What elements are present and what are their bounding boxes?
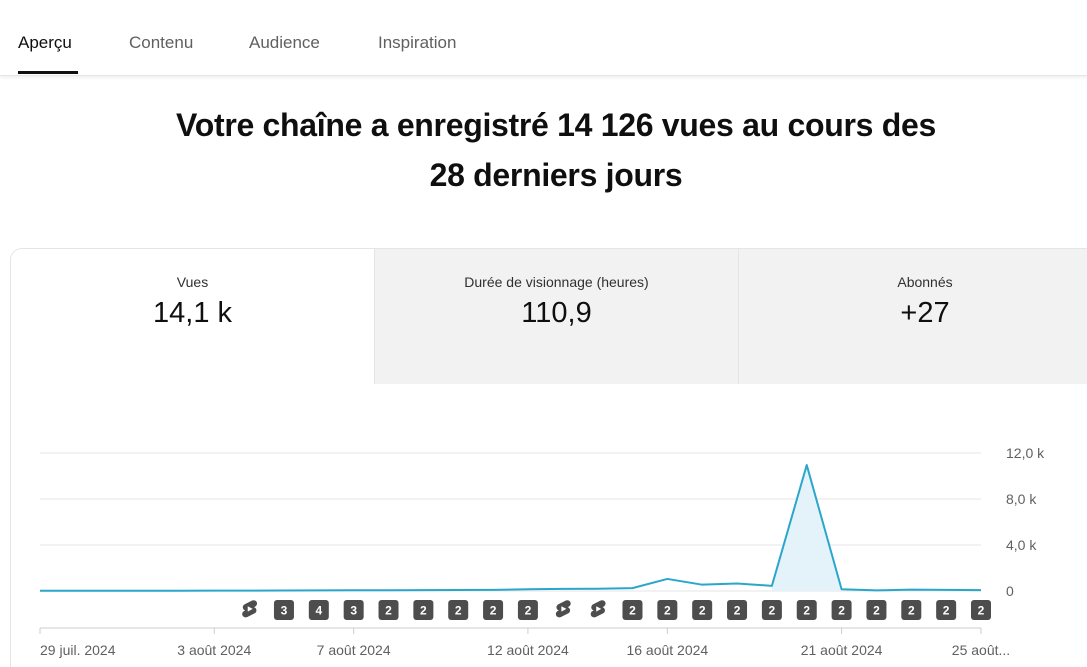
badge-count: 3 xyxy=(281,604,288,618)
badge-background xyxy=(831,600,852,620)
badge-count: 2 xyxy=(699,604,706,618)
metric-value-views: 14,1 k xyxy=(153,297,232,329)
shorts-play-glyph xyxy=(561,606,567,612)
upload-count-badge[interactable]: 2 xyxy=(936,600,957,620)
metric-label-subscribers: Abonnés xyxy=(897,274,953,290)
page-headline: Votre chaîne a enregistré 14 126 vues au… xyxy=(100,100,1012,200)
shorts-play-glyph xyxy=(596,606,602,612)
badge-background xyxy=(727,600,748,620)
badge-background xyxy=(413,600,434,620)
badge-background xyxy=(796,600,817,620)
badge-count: 2 xyxy=(734,604,741,618)
badge-background xyxy=(901,600,922,620)
badge-count: 2 xyxy=(838,604,845,618)
shorts-icon[interactable] xyxy=(555,600,571,618)
upload-count-badge[interactable]: 3 xyxy=(273,600,294,620)
upload-count-badge[interactable]: 2 xyxy=(727,600,748,620)
upload-count-badge[interactable]: 2 xyxy=(448,600,469,620)
headline-line-2: 28 derniers jours xyxy=(429,157,683,193)
shorts-icon[interactable] xyxy=(590,600,606,618)
upload-count-badge[interactable]: 2 xyxy=(517,600,538,620)
badge-count: 2 xyxy=(943,604,950,618)
active-tab-indicator xyxy=(18,71,78,74)
badge-count: 2 xyxy=(873,604,880,618)
badge-count: 2 xyxy=(664,604,671,618)
badge-count: 3 xyxy=(350,604,357,618)
upload-count-badge[interactable]: 2 xyxy=(483,600,504,620)
badge-background xyxy=(866,600,887,620)
shorts-icon[interactable] xyxy=(242,600,258,618)
metric-tab-views[interactable]: Vues 14,1 k xyxy=(11,249,374,384)
badge-background xyxy=(483,600,504,620)
shorts-play-glyph xyxy=(247,606,253,612)
metric-tab-subscribers[interactable]: Abonnés +27 xyxy=(738,249,1087,384)
badge-background xyxy=(971,600,991,620)
badge-background xyxy=(692,600,713,620)
metric-label-views: Vues xyxy=(176,274,209,290)
badge-background xyxy=(448,600,469,620)
analytics-card: Vues 14,1 k Durée de visionnage (heures)… xyxy=(10,248,1087,667)
upload-count-badge[interactable]: 2 xyxy=(866,600,887,620)
badge-count: 2 xyxy=(803,604,810,618)
metric-value-subscribers: +27 xyxy=(900,297,950,329)
badge-count: 2 xyxy=(978,604,985,618)
tab-audience[interactable]: Audience xyxy=(249,33,320,52)
upload-count-badge[interactable]: 4 xyxy=(308,600,329,620)
badge-count: 2 xyxy=(490,604,497,618)
metric-value-watch-time: 110,9 xyxy=(521,297,592,329)
badge-count: 2 xyxy=(455,604,462,618)
tab-overview[interactable]: Aperçu xyxy=(18,33,72,52)
headline-line-1: Votre chaîne a enregistré 14 126 vues au… xyxy=(176,107,936,143)
badge-background xyxy=(761,600,782,620)
tab-bar: Aperçu Contenu Audience Inspiration xyxy=(0,0,1087,76)
upload-count-badge[interactable]: 2 xyxy=(413,600,434,620)
badge-background xyxy=(273,600,294,620)
badge-count: 2 xyxy=(420,604,427,618)
badge-count: 4 xyxy=(315,604,322,618)
badge-background xyxy=(657,600,678,620)
upload-count-badge[interactable]: 2 xyxy=(971,600,991,620)
badge-count: 2 xyxy=(908,604,915,618)
tab-content[interactable]: Contenu xyxy=(129,33,194,52)
upload-count-badge[interactable]: 2 xyxy=(622,600,643,620)
upload-count-badge[interactable]: 2 xyxy=(796,600,817,620)
upload-count-badge[interactable]: 2 xyxy=(657,600,678,620)
badge-count: 2 xyxy=(385,604,392,618)
badge-background xyxy=(936,600,957,620)
metric-label-watch-time: Durée de visionnage (heures) xyxy=(464,274,649,290)
upload-count-badge[interactable]: 2 xyxy=(831,600,852,620)
metric-tab-watch-time[interactable]: Durée de visionnage (heures) 110,9 xyxy=(374,249,738,384)
badge-background xyxy=(622,600,643,620)
badge-count: 2 xyxy=(629,604,636,618)
badge-background xyxy=(517,600,538,620)
badge-count: 2 xyxy=(769,604,776,618)
upload-count-badge[interactable]: 2 xyxy=(901,600,922,620)
badge-background xyxy=(378,600,399,620)
upload-count-badge[interactable]: 2 xyxy=(761,600,782,620)
upload-count-badge[interactable]: 3 xyxy=(343,600,364,620)
badge-background xyxy=(343,600,364,620)
badge-count: 2 xyxy=(525,604,532,618)
upload-count-badge[interactable]: 2 xyxy=(692,600,713,620)
upload-count-badge[interactable]: 2 xyxy=(378,600,399,620)
badge-background xyxy=(308,600,329,620)
tab-inspiration[interactable]: Inspiration xyxy=(378,33,457,52)
